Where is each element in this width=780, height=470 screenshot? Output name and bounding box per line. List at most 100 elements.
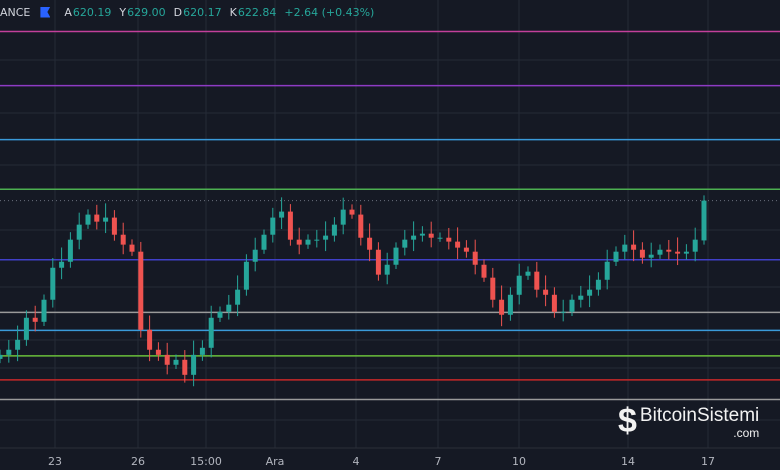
candle-up [393, 247, 399, 265]
time-tick-label: 14 [621, 455, 635, 468]
time-tick-label: 4 [353, 455, 360, 468]
candle-down [534, 271, 540, 290]
candle-up [692, 239, 698, 252]
candle-up [657, 249, 663, 255]
candle-down [155, 349, 161, 355]
symbol-label[interactable]: ANCE [0, 5, 31, 19]
candle-down [120, 234, 126, 245]
candle-down [32, 317, 38, 322]
candle-up [419, 233, 425, 236]
bitcoin-dollar-logo-icon: $ [618, 402, 637, 440]
horizontal-levels [0, 30, 780, 401]
candle-down [666, 249, 672, 252]
candle-down [182, 359, 188, 375]
candle-up [314, 239, 320, 241]
time-tick-label: 17 [701, 455, 715, 468]
candle-down [138, 251, 144, 330]
candle-up [173, 359, 179, 365]
candle-up [208, 317, 214, 348]
candle-up [323, 235, 329, 240]
time-tick-label: 26 [131, 455, 145, 468]
candle-up [235, 289, 241, 305]
candle-up [50, 267, 56, 300]
candle-up [85, 214, 91, 225]
candle-down [111, 217, 117, 235]
low-value: 620.17 [183, 5, 222, 19]
low-label: D [173, 5, 183, 19]
candle-up [67, 239, 73, 262]
candle-down [287, 211, 293, 240]
candle-up [59, 261, 65, 268]
flag-icon[interactable] [40, 6, 51, 18]
high-value: 629.00 [127, 5, 166, 19]
ohlc-legend: ANCE A 620.19 Y 629.00 D 620.17 K 622.84 +2.… [0, 3, 382, 21]
open-value: 620.19 [72, 5, 112, 19]
candle-up [23, 317, 29, 340]
close-value: 622.84 [237, 5, 277, 19]
close-label: K [229, 5, 237, 19]
watermark-brand: BitcoinSistemi [639, 405, 760, 426]
candle-up [507, 294, 513, 315]
candle-up [252, 249, 258, 262]
candle-down [94, 214, 100, 222]
candle-up [76, 224, 82, 240]
candle-up [261, 234, 267, 250]
candle-up [622, 244, 628, 252]
grid-lines [0, 0, 780, 448]
candle-up [41, 299, 47, 322]
candle-up [6, 349, 12, 355]
candle-up [217, 311, 223, 318]
candle-up [243, 261, 249, 290]
candle-up [331, 224, 337, 236]
candle-down [349, 209, 355, 215]
candle-down [375, 249, 381, 275]
candle-down [481, 264, 487, 278]
candle-up [683, 251, 689, 254]
candle-up [199, 347, 205, 355]
candle-up [525, 271, 531, 276]
candle-down [490, 277, 496, 300]
candle-up [270, 217, 276, 235]
time-tick-label: 23 [48, 455, 62, 468]
candle-down [147, 329, 153, 350]
candle-up [701, 200, 707, 241]
watermark-logo: $ BitcoinSistemi .com [618, 402, 759, 444]
candle-down [446, 237, 452, 242]
candle-up [0, 354, 3, 359]
candle-down [463, 247, 469, 252]
candle-up [587, 289, 593, 296]
high-label: Y [119, 5, 127, 19]
candles [0, 195, 707, 387]
candle-down [455, 241, 461, 248]
watermark-domain: .com [733, 426, 760, 440]
candle-down [428, 233, 434, 238]
open-label: A [64, 5, 72, 19]
candle-up [191, 354, 197, 375]
candle-up [613, 251, 619, 262]
candle-up [103, 217, 109, 222]
candle-down [675, 251, 681, 254]
candle-down [499, 299, 505, 315]
candle-up [578, 295, 584, 300]
candle-down [631, 244, 637, 250]
candle-up [516, 275, 522, 295]
candle-down [551, 294, 557, 312]
candle-up [604, 261, 610, 280]
candle-down [543, 289, 549, 295]
candle-up [279, 211, 285, 218]
candle-up [305, 239, 311, 245]
time-tick-label: 15:00 [190, 455, 222, 468]
candle-up [569, 299, 575, 312]
time-tick-label: 7 [435, 455, 442, 468]
candle-down [358, 214, 364, 238]
candle-up [226, 304, 232, 312]
candle-down [472, 251, 478, 265]
time-axis[interactable]: 23 26 15:00 Ara 4 7 10 14 17 [48, 455, 715, 468]
candle-up [648, 254, 654, 258]
time-tick-label: 10 [512, 455, 526, 468]
candle-up [595, 279, 601, 290]
candle-up [340, 209, 346, 225]
candle-down [367, 237, 373, 250]
candle-up [402, 239, 408, 248]
